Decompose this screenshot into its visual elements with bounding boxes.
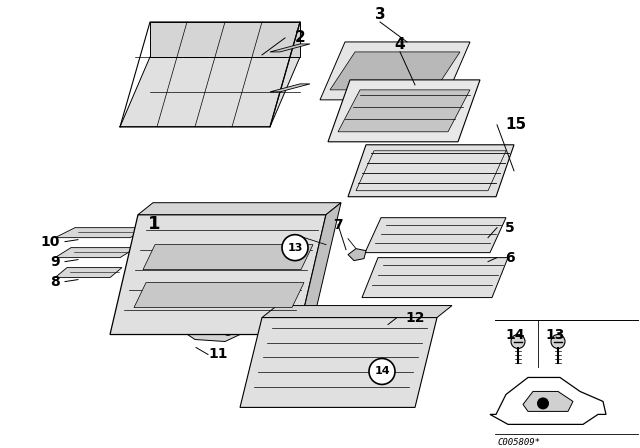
Circle shape [537,397,549,409]
Polygon shape [348,249,366,261]
Polygon shape [330,52,460,90]
Circle shape [511,335,525,349]
Polygon shape [138,202,341,215]
Text: 9: 9 [51,254,60,269]
Polygon shape [523,392,573,411]
Circle shape [282,235,308,261]
Polygon shape [320,42,470,100]
Polygon shape [362,258,508,297]
Polygon shape [55,228,150,237]
Text: 7: 7 [333,218,343,232]
Polygon shape [298,202,341,335]
Polygon shape [338,90,470,132]
Polygon shape [110,215,326,335]
Text: 1: 1 [148,215,161,233]
Text: 14: 14 [505,327,525,341]
Polygon shape [270,84,310,92]
Polygon shape [55,248,136,258]
Polygon shape [55,267,122,278]
Text: 13: 13 [287,243,303,253]
Text: C005809*: C005809* [498,438,541,447]
Text: 6: 6 [505,250,515,265]
Text: 5: 5 [505,221,515,235]
Polygon shape [270,44,310,52]
Polygon shape [490,378,606,424]
Polygon shape [365,218,506,253]
Text: 3: 3 [374,7,385,22]
Polygon shape [180,311,240,341]
Circle shape [551,335,565,349]
Polygon shape [262,306,452,318]
Polygon shape [240,318,437,407]
Polygon shape [134,283,304,308]
Text: 13: 13 [545,327,564,341]
Text: 11: 11 [208,348,227,362]
Text: 15: 15 [505,117,526,132]
Polygon shape [143,245,313,270]
Text: 2: 2 [295,30,306,45]
Polygon shape [328,80,480,142]
Text: 10: 10 [40,235,60,249]
Text: 8: 8 [51,275,60,289]
Circle shape [369,358,395,384]
Text: 12: 12 [405,310,424,324]
Polygon shape [120,57,300,127]
Polygon shape [150,22,300,57]
Text: 14: 14 [374,366,390,376]
Text: 4: 4 [395,37,405,52]
Polygon shape [348,145,514,197]
